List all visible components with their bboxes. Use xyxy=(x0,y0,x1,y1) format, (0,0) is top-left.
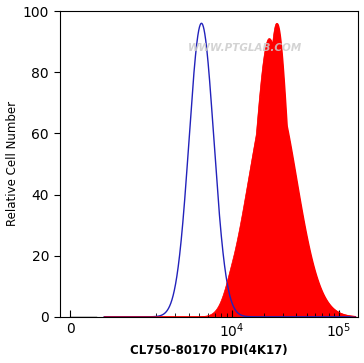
X-axis label: CL750-80170 PDI(4K17): CL750-80170 PDI(4K17) xyxy=(130,344,288,358)
Y-axis label: Relative Cell Number: Relative Cell Number xyxy=(5,101,19,227)
Text: WWW.PTGLAB.COM: WWW.PTGLAB.COM xyxy=(188,43,302,53)
